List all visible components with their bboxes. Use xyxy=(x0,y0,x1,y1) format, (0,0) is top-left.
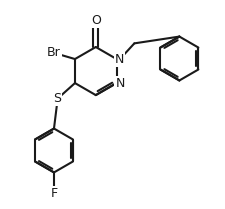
Text: O: O xyxy=(91,14,101,27)
Text: N: N xyxy=(115,76,125,90)
Text: Br: Br xyxy=(47,46,61,59)
Text: F: F xyxy=(50,187,58,200)
Text: N: N xyxy=(115,52,124,66)
Text: S: S xyxy=(53,92,61,105)
